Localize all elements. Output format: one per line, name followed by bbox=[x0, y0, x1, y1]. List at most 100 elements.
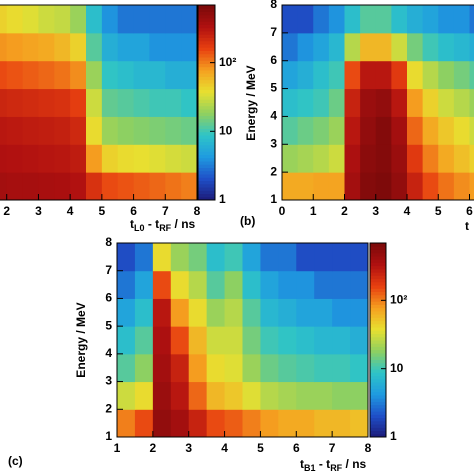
x-axis-label-part: t bbox=[130, 217, 134, 231]
heat-cell bbox=[453, 144, 470, 173]
heat-cell bbox=[70, 172, 87, 201]
colorbar-swatch bbox=[198, 53, 215, 58]
heat-cell bbox=[117, 32, 135, 62]
heat-cell bbox=[54, 88, 71, 117]
x-axis-label-part: / ns bbox=[342, 457, 366, 471]
plot-frame bbox=[0, 4, 198, 201]
heat-cell bbox=[117, 172, 135, 201]
x-tick-label: 0 bbox=[279, 204, 286, 218]
heat-cell bbox=[328, 116, 345, 145]
heat-cell bbox=[188, 381, 208, 410]
x-tick-label: 1 bbox=[310, 204, 317, 218]
heat-cell bbox=[54, 32, 71, 62]
colorbar-swatch bbox=[198, 135, 215, 139]
heat-cell bbox=[332, 243, 351, 272]
heat-cell bbox=[181, 116, 198, 145]
colorbar-tick-label: 1 bbox=[219, 192, 226, 206]
heat-cell bbox=[6, 32, 24, 62]
heat-cell bbox=[438, 5, 455, 34]
heat-cell bbox=[0, 32, 8, 62]
heat-cell bbox=[117, 116, 135, 145]
heat-cell bbox=[313, 172, 330, 201]
heat-cell bbox=[170, 326, 190, 355]
colorbar-swatch bbox=[370, 307, 386, 312]
heat-cell bbox=[375, 144, 392, 173]
heat-cell bbox=[296, 243, 315, 272]
heat-cell bbox=[133, 32, 150, 62]
heat-cell bbox=[314, 353, 333, 383]
x-tick-label: 3 bbox=[372, 204, 379, 218]
heat-cell bbox=[282, 60, 299, 90]
colorbar-swatch bbox=[198, 83, 215, 87]
heat-cell bbox=[260, 298, 279, 327]
x-tick-label: 3 bbox=[35, 204, 42, 218]
heat-cell bbox=[0, 116, 8, 145]
heat-cell bbox=[297, 32, 314, 62]
heat-cell bbox=[101, 144, 119, 173]
colorbar-swatch bbox=[370, 394, 386, 399]
heat-cell bbox=[133, 88, 150, 117]
heat-cell bbox=[134, 409, 154, 438]
heat-cell bbox=[278, 409, 297, 438]
heat-cell bbox=[54, 144, 71, 173]
heat-cell bbox=[438, 88, 455, 117]
heat-cell bbox=[206, 409, 226, 438]
x-axis-label-part: t bbox=[465, 219, 469, 233]
colorbar-swatch bbox=[198, 170, 215, 175]
heat-cell bbox=[360, 5, 377, 34]
colorbar-swatch bbox=[370, 297, 386, 302]
heat-cell bbox=[360, 116, 377, 145]
heat-cell bbox=[314, 326, 333, 355]
colorbar-swatch bbox=[370, 330, 386, 335]
heat-cell bbox=[22, 88, 39, 117]
heat-cell bbox=[117, 298, 136, 327]
colorbar-swatch bbox=[198, 144, 215, 149]
colorbar-swatch bbox=[370, 382, 386, 386]
colorbar-swatch bbox=[198, 157, 215, 162]
heat-cell bbox=[117, 144, 135, 173]
heat-cell bbox=[134, 298, 154, 327]
colorbar-swatch bbox=[198, 122, 215, 126]
colorbar-swatch bbox=[370, 372, 386, 377]
heat-cell bbox=[188, 243, 208, 272]
heat-cell bbox=[313, 144, 330, 173]
heat-cell bbox=[38, 116, 55, 145]
heat-cell bbox=[149, 32, 166, 62]
heat-cell bbox=[242, 381, 261, 410]
heat-cell bbox=[297, 5, 314, 34]
colorbar-swatch bbox=[198, 190, 215, 194]
heat-cell bbox=[86, 5, 103, 34]
heat-cell bbox=[242, 409, 261, 438]
colorbar-swatch bbox=[198, 47, 215, 51]
colorbar-swatch bbox=[370, 275, 386, 280]
heat-cell bbox=[6, 88, 24, 117]
heat-cell bbox=[117, 60, 135, 90]
colorbar-swatch bbox=[370, 433, 386, 438]
colorbar-swatch bbox=[198, 196, 215, 201]
heat-cell bbox=[391, 60, 408, 90]
colorbar-swatch bbox=[370, 404, 386, 409]
heat-cell bbox=[453, 116, 470, 145]
heat-cell bbox=[152, 353, 172, 383]
heat-cell bbox=[469, 60, 474, 90]
heat-cell bbox=[297, 116, 314, 145]
x-tick-label: 2 bbox=[3, 204, 10, 218]
colorbar-swatch bbox=[370, 333, 386, 338]
heat-cell bbox=[314, 409, 333, 438]
heat-cell bbox=[133, 172, 150, 201]
heat-cell bbox=[278, 298, 297, 327]
heat-cell bbox=[70, 88, 87, 117]
heat-cell bbox=[297, 144, 314, 173]
heat-cell bbox=[282, 5, 299, 34]
heat-cell bbox=[375, 116, 392, 145]
heat-cell bbox=[38, 32, 55, 62]
heat-cell bbox=[422, 60, 439, 90]
colorbar-swatch bbox=[198, 11, 215, 16]
heat-cell bbox=[101, 172, 119, 201]
heat-cell bbox=[117, 381, 136, 410]
colorbar-swatch bbox=[370, 427, 386, 432]
heat-cell bbox=[242, 326, 261, 355]
heat-cell bbox=[469, 32, 474, 62]
heat-cell bbox=[38, 5, 55, 34]
y-tick-label: 7 bbox=[105, 263, 112, 277]
